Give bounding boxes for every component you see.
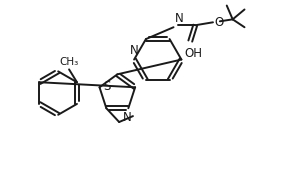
Text: O: O [214,16,223,29]
Text: OH: OH [184,47,202,60]
Text: N: N [175,12,183,25]
Text: CH₃: CH₃ [60,57,79,67]
Text: N: N [123,111,132,124]
Text: N: N [130,44,139,57]
Text: S: S [103,80,111,93]
